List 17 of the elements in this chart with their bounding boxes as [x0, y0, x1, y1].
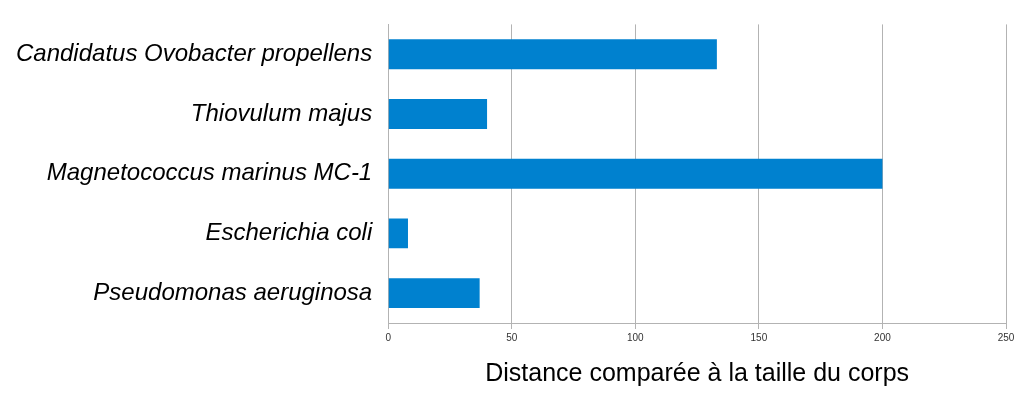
x-tick-label: 0: [385, 331, 392, 343]
bar: [388, 278, 480, 309]
x-tick-label: 150: [750, 331, 768, 343]
x-axis-title: Distance comparée à la taille du corps: [485, 357, 910, 386]
bar: [388, 99, 488, 129]
bar: [388, 218, 408, 249]
bar: [388, 39, 717, 70]
x-tick-label: 250: [997, 331, 1015, 343]
x-tick-label: 50: [506, 331, 518, 343]
y-tick-label: Magnetococcus marinus MC-1: [46, 158, 373, 186]
y-tick-label: Candidatus Ovobacter propellens: [16, 38, 373, 66]
x-tick-label: 200: [874, 331, 892, 343]
bar: [388, 158, 883, 189]
y-tick-label: Escherichia coli: [205, 218, 373, 246]
y-tick-label: Thiovulum majus: [190, 98, 373, 126]
y-tick-label: Pseudomonas aeruginosa: [93, 277, 373, 305]
x-tick-label: 100: [626, 331, 645, 343]
